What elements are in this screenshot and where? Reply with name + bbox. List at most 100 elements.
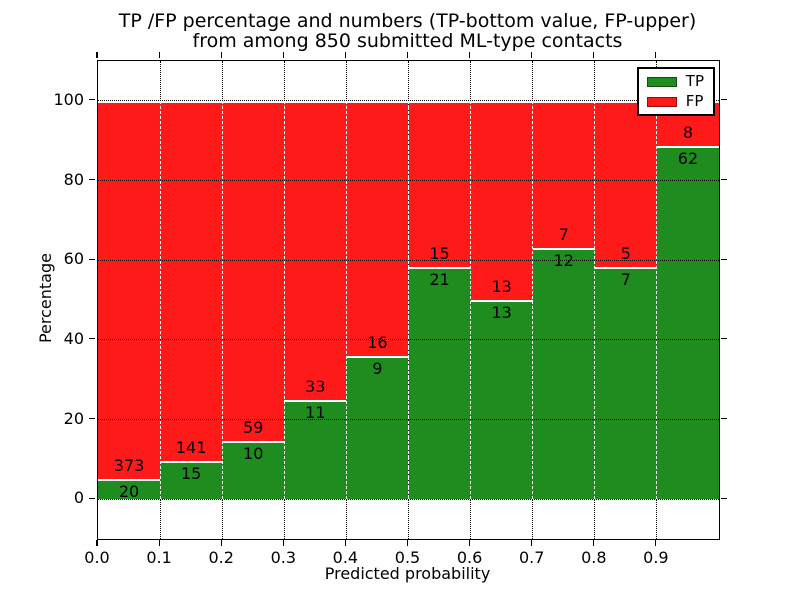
legend: TP FP: [636, 67, 715, 116]
bar-tp-0.4-0.5: [346, 355, 409, 500]
bar-label-fp-0.6-0.7: 13: [491, 277, 512, 296]
y-tick-right-80: [721, 178, 727, 181]
x-tick-label-0.7: 0.7: [518, 548, 545, 567]
y-tick-label-0: 0: [73, 488, 84, 508]
x-tick-bottom-0.8: [593, 540, 595, 546]
bar-tp-0.1-0.2: [160, 460, 223, 500]
bar-tp-0.6-0.7: [470, 300, 533, 500]
x-tick-label-0.9: 0.9: [643, 548, 669, 567]
x-tick-bottom-0.0: [96, 540, 98, 546]
y-tick-label-20: 20: [63, 408, 84, 428]
bar-separator-0.9: [656, 100, 658, 500]
bar-separator-0.5: [408, 100, 409, 500]
y-tick-label-80: 80: [63, 169, 84, 189]
chart-title-line1: TP /FP percentage and numbers (TP-bottom…: [118, 10, 697, 32]
gridline-h-60: [98, 259, 719, 261]
bar-tp-0.0-0.1: [98, 478, 161, 500]
bar-tp-0.2-0.3: [222, 441, 285, 500]
bar-fp-0.2-0.3: [222, 100, 285, 442]
y-tick-left-80: [89, 178, 95, 181]
bar-label-tp-0.7-0.8: 12: [553, 250, 574, 270]
bar-tp-0.9-1.0: [656, 146, 719, 500]
y-tick-right-20: [721, 417, 727, 420]
y-tick-left-40: [89, 338, 95, 340]
x-tick-label-0.3: 0.3: [270, 548, 297, 567]
bar-label-fp-0.9-1.0: 8: [682, 123, 694, 143]
x-tick-label-0.8: 0.8: [581, 548, 607, 567]
bar-separator-0.1: [159, 100, 161, 500]
bar-label-tp-0.6-0.7: 13: [491, 303, 512, 322]
bar-label-tp-0.8-0.9: 7: [620, 269, 631, 289]
bar-fp-0.5-0.6: [408, 100, 471, 267]
x-tick-top-0.1: [158, 52, 160, 58]
legend-entry-fp: FP: [646, 94, 704, 109]
bar-separator-0.8: [594, 100, 596, 500]
bar-label-tp-0.0-0.1: 20: [118, 481, 140, 501]
legend-swatch-fp-icon: [646, 96, 677, 107]
x-tick-bottom-0.9: [655, 540, 657, 546]
bar-label-fp-0.3-0.4: 33: [305, 376, 326, 396]
bar-tp-0.5-0.6: [408, 266, 471, 500]
bar-separator-0.7: [532, 100, 534, 500]
y-tick-right-60: [721, 258, 727, 260]
x-tick-top-0.9: [655, 52, 657, 58]
x-tick-bottom-0.1: [158, 540, 160, 546]
x-tick-bottom-0.6: [469, 540, 471, 546]
bar-label-tp-0.9-1.0: 62: [677, 149, 699, 169]
bar-tp-0.8-0.9: [594, 266, 657, 500]
x-tick-top-0.5: [406, 52, 409, 58]
bar-fp-0.0-0.1: [98, 100, 161, 479]
x-tick-label-0.2: 0.2: [208, 548, 234, 567]
x-tick-label-0.1: 0.1: [146, 548, 172, 567]
x-tick-bottom-0.2: [220, 540, 222, 546]
bar-label-fp-0.0-0.1: 373: [113, 455, 145, 475]
bar-fp-0.6-0.7: [470, 100, 533, 300]
x-tick-label-0.6: 0.6: [456, 548, 483, 567]
x-tick-top-0.3: [282, 52, 284, 58]
bar-separator-0.6: [470, 100, 472, 500]
x-tick-top-0.7: [531, 52, 533, 58]
gridline-h-0: [98, 498, 719, 500]
x-tick-top-0.8: [593, 52, 595, 58]
bar-label-tp-0.5-0.6: 21: [429, 269, 450, 289]
x-axis-label: Predicted probability: [324, 564, 491, 583]
x-tick-label-0.5: 0.5: [394, 548, 421, 567]
bar-separator-0.4: [345, 100, 347, 500]
bar-fp-0.1-0.2: [160, 100, 223, 461]
y-tick-label-40: 40: [63, 328, 84, 348]
y-tick-right-0: [721, 497, 727, 499]
bar-tp-0.3-0.4: [284, 399, 347, 500]
bar-separator-0.2: [221, 100, 223, 500]
bar-label-fp-0.5-0.6: 15: [429, 243, 450, 263]
x-tick-top-0.0: [96, 52, 98, 58]
x-tick-bottom-0.4: [344, 540, 346, 546]
gridline-h-80: [98, 180, 719, 181]
y-tick-right-100: [721, 99, 727, 101]
bar-label-tp-0.3-0.4: 11: [305, 402, 326, 422]
bar-label-tp-0.2-0.3: 10: [243, 444, 264, 464]
y-tick-label-60: 60: [63, 249, 84, 269]
plot-area: TP FP 373 20 141 15 59 10 33 11 16 9 15 21 13 13 7 12 5 7…: [97, 60, 720, 540]
legend-label-tp: TP: [685, 72, 704, 90]
x-tick-top-0.6: [469, 52, 471, 58]
gridline-h-40: [98, 339, 719, 341]
bar-fp-0.7-0.8: [532, 100, 595, 248]
legend-entry-tp: TP: [646, 72, 704, 90]
x-tick-bottom-0.3: [282, 540, 284, 546]
bar-label-tp-0.1-0.2: 15: [180, 463, 202, 483]
bar-separator-0.3: [283, 100, 285, 500]
bar-label-tp-0.4-0.5: 9: [372, 358, 383, 378]
x-tick-label-0.4: 0.4: [332, 548, 359, 567]
legend-swatch-tp-icon: [646, 76, 677, 87]
y-axis-label: Percentage: [36, 253, 55, 344]
bar-label-fp-0.2-0.3: 59: [243, 418, 264, 438]
chart-title-line2: from among 850 submitted ML-type contact…: [192, 30, 623, 52]
y-tick-right-40: [721, 338, 727, 340]
bar-label-fp-0.1-0.2: 141: [175, 437, 207, 457]
x-tick-bottom-0.5: [406, 540, 409, 546]
gridline-h-20: [98, 419, 719, 420]
gridline-h-100: [98, 100, 719, 102]
bar-label-fp-0.7-0.8: 7: [558, 224, 569, 244]
y-tick-left-100: [89, 99, 95, 101]
bar-label-fp-0.8-0.9: 5: [620, 243, 631, 263]
